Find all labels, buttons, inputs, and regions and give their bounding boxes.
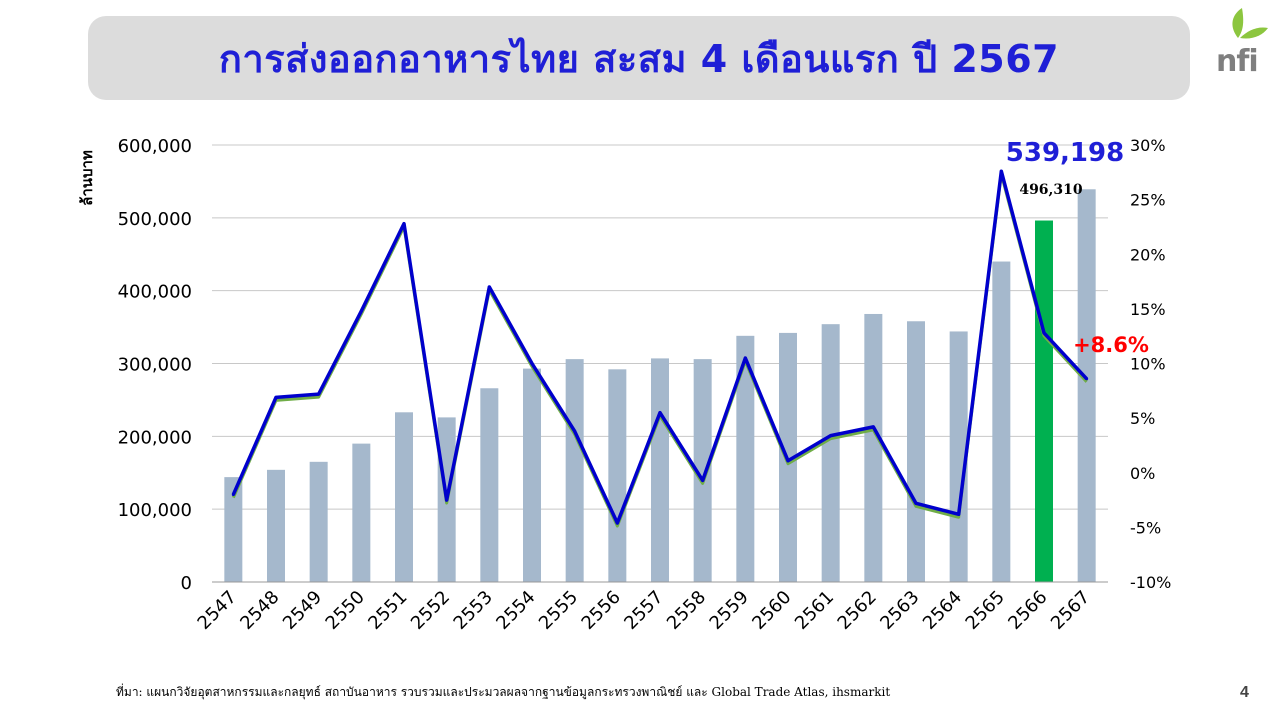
y-tick-label: 0 bbox=[181, 573, 192, 594]
growth-point-2552 bbox=[445, 498, 449, 502]
growth-point-2551 bbox=[402, 222, 406, 226]
x-tick-label: 2548 bbox=[236, 587, 283, 634]
x-tick-label: 2556 bbox=[578, 587, 625, 634]
bar-2550 bbox=[352, 443, 371, 582]
source-note: ที่มา: แผนกวิจัยอุตสาหกรรมและกลยุทธ์ สถา… bbox=[116, 685, 891, 699]
bar-2548 bbox=[267, 469, 285, 582]
x-tick-label: 2552 bbox=[407, 587, 454, 634]
bar-2564 bbox=[949, 331, 968, 582]
bar-2555 bbox=[565, 359, 584, 582]
x-tick-label: 2554 bbox=[492, 587, 539, 634]
y2-tick-label: 5% bbox=[1130, 409, 1155, 428]
bar-2551 bbox=[395, 412, 413, 582]
growth-point-2564 bbox=[957, 512, 961, 516]
bar-2562 bbox=[864, 313, 883, 582]
x-tick-label: 2565 bbox=[962, 587, 1009, 634]
page-number: 4 bbox=[1240, 684, 1249, 701]
bar-2554 bbox=[523, 368, 541, 582]
y2-tick-label: -10% bbox=[1130, 573, 1171, 592]
growth-point-2548 bbox=[274, 395, 278, 399]
x-tick-label: 2559 bbox=[706, 587, 753, 634]
leaf-logo-icon bbox=[1232, 8, 1268, 39]
bar-2567 bbox=[1077, 189, 1096, 582]
growth-point-2555 bbox=[573, 429, 577, 433]
bar-2556 bbox=[608, 369, 627, 582]
bar-2566 bbox=[1035, 220, 1053, 583]
y2-tick-label: 25% bbox=[1130, 191, 1166, 210]
y2-tick-label: 20% bbox=[1130, 245, 1166, 264]
bar-2558 bbox=[693, 359, 712, 582]
bar-2553 bbox=[480, 388, 499, 582]
x-tick-label: 2566 bbox=[1004, 587, 1051, 634]
growth-point-2553 bbox=[487, 285, 491, 289]
bar-series bbox=[224, 189, 1096, 583]
bar-2561 bbox=[821, 324, 840, 582]
growth-point-2549 bbox=[317, 392, 321, 396]
growth-point-2550 bbox=[359, 309, 363, 313]
y2-tick-label: -5% bbox=[1130, 518, 1161, 537]
growth-point-2562 bbox=[871, 425, 875, 429]
growth-point-2566 bbox=[1042, 331, 1046, 335]
bar-2557 bbox=[651, 358, 669, 582]
x-tick-label: 2562 bbox=[834, 587, 881, 634]
y-tick-label: 300,000 bbox=[118, 355, 192, 376]
bar-2549 bbox=[309, 461, 328, 582]
growth-point-2563 bbox=[914, 501, 918, 505]
last-growth-label: +8.6% bbox=[1073, 333, 1149, 357]
x-tick-label: 2560 bbox=[748, 587, 795, 634]
y2-tick-label: 15% bbox=[1130, 300, 1166, 319]
x-tick-label: 2567 bbox=[1047, 587, 1094, 634]
x-tick-label: 2558 bbox=[663, 587, 710, 634]
growth-point-2559 bbox=[743, 356, 747, 360]
y-tick-label: 100,000 bbox=[118, 500, 192, 521]
page-title: การส่งออกอาหารไทย สะสม 4 เดือนแรก ปี 256… bbox=[218, 36, 1060, 81]
growth-point-2547 bbox=[231, 493, 235, 497]
x-tick-label: 2563 bbox=[876, 587, 923, 634]
growth-point-2558 bbox=[701, 478, 705, 482]
growth-point-2557 bbox=[658, 411, 662, 415]
x-tick-label: 2550 bbox=[322, 587, 369, 634]
bar-2563 bbox=[907, 321, 925, 582]
growth-line-series bbox=[231, 169, 1089, 528]
y-tick-label: 400,000 bbox=[118, 282, 192, 303]
bar-2559 bbox=[736, 335, 755, 582]
bar-2547 bbox=[224, 477, 243, 582]
x-tick-label: 2549 bbox=[279, 587, 326, 634]
y-tick-label: 500,000 bbox=[118, 209, 192, 230]
title-box: การส่งออกอาหารไทย สะสม 4 เดือนแรก ปี 256… bbox=[88, 16, 1190, 100]
growth-point-2554 bbox=[530, 362, 534, 365]
y-tick-label: 600,000 bbox=[118, 136, 192, 157]
growth-point-2560 bbox=[786, 459, 790, 463]
growth-point-2556 bbox=[615, 521, 619, 525]
growth-point-2567 bbox=[1085, 377, 1089, 381]
x-tick-label: 2553 bbox=[450, 587, 497, 634]
x-tick-label: 2547 bbox=[194, 587, 241, 634]
x-tick-label: 2551 bbox=[364, 587, 411, 634]
x-tick-label: 2555 bbox=[535, 587, 582, 634]
x-tick-label: 2564 bbox=[919, 587, 966, 634]
logo-text: nfi bbox=[1216, 44, 1259, 79]
growth-point-2561 bbox=[829, 434, 833, 438]
y2-tick-label: 10% bbox=[1130, 355, 1166, 374]
y2-tick-label: 30% bbox=[1130, 136, 1166, 155]
prev-value-label: 496,310 bbox=[1019, 182, 1083, 198]
bar-2565 bbox=[992, 261, 1011, 582]
x-tick-label: 2561 bbox=[791, 587, 838, 634]
y2-tick-label: 0% bbox=[1130, 464, 1155, 483]
y-axis-label: ล้านบาท bbox=[78, 150, 96, 206]
growth-point-2565 bbox=[999, 169, 1003, 173]
y-tick-label: 200,000 bbox=[118, 427, 192, 448]
x-tick-label: 2557 bbox=[620, 587, 667, 634]
last-value-label: 539,198 bbox=[1006, 138, 1124, 168]
